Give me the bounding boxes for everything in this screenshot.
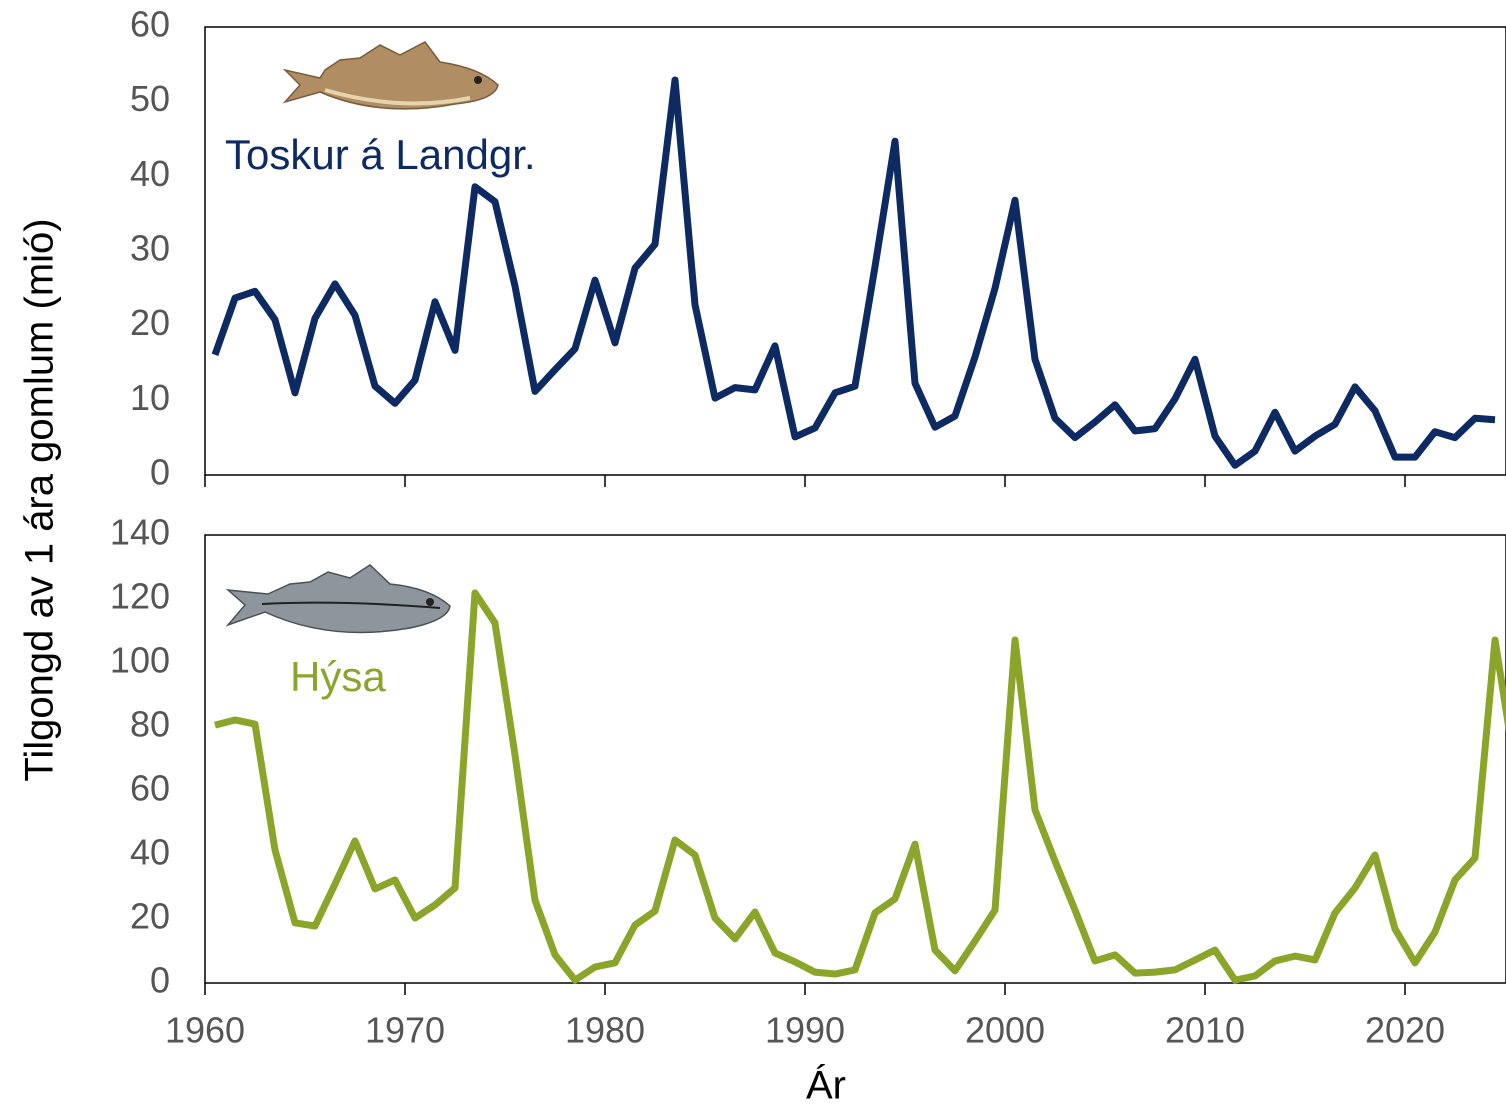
y-tick-label: 100 (110, 640, 170, 681)
x-tick-label: 1980 (565, 1010, 645, 1051)
y-tick-label: 120 (110, 576, 170, 617)
series-label: Hýsa (290, 653, 386, 700)
series-label: Toskur á Landgr. (225, 131, 536, 178)
y-tick-label: 0 (150, 960, 170, 1001)
plot-frame (204, 534, 1506, 984)
y-tick-label: 10 (130, 377, 170, 418)
y-tick-label: 60 (130, 4, 170, 45)
x-tick-label: 1960 (165, 1010, 245, 1051)
y-axis-label: Tilgongd av 1 ára gomlum (mió) (18, 218, 62, 781)
x-tick-label: 2000 (965, 1010, 1045, 1051)
x-tick-label: 2020 (1365, 1010, 1445, 1051)
y-tick-label: 0 (150, 452, 170, 493)
y-tick-label: 140 (110, 512, 170, 553)
data-line (214, 589, 1506, 984)
y-tick-label: 30 (130, 228, 170, 269)
x-tick-label: 1970 (365, 1010, 445, 1051)
haddock-illustration (225, 564, 451, 634)
plot-frame (204, 26, 1506, 476)
y-tick-label: 20 (130, 896, 170, 937)
x-axis-label: Ár (806, 1063, 846, 1108)
plot-area (214, 589, 1506, 984)
data-line (211, 76, 1496, 469)
cod-illustration (282, 41, 499, 110)
x-tick-label: 2010 (1165, 1010, 1245, 1051)
y-tick-label: 20 (130, 302, 170, 343)
y-tick-label: 40 (130, 832, 170, 873)
y-tick-label: 60 (130, 768, 170, 809)
y-tick-label: 80 (130, 704, 170, 745)
y-tick-label: 40 (130, 153, 170, 194)
plot-area (211, 76, 1496, 469)
y-tick-label: 50 (130, 78, 170, 119)
x-tick-label: 1990 (765, 1010, 845, 1051)
